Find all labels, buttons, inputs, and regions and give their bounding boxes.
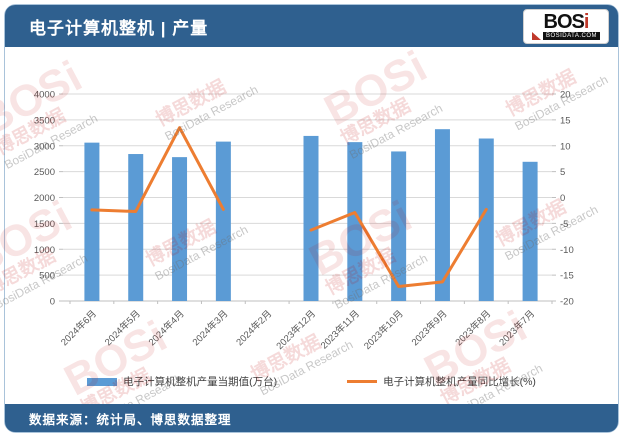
growth-line <box>90 126 225 213</box>
legend-item-bar-series: 电子计算机整机产量当期值(万台) <box>87 374 277 389</box>
x-axis-label-2023年7月: 2023年7月 <box>497 308 538 349</box>
right-axis-tick-label: 0 <box>560 193 565 204</box>
bosi-logo: BOSi BOSIDATA.COM <box>523 9 609 44</box>
footer-bar: 数据来源：统计局、博思数据整理 <box>5 404 618 432</box>
x-axis-label-2024年4月: 2024年4月 <box>146 308 187 349</box>
bar-2024年4月 <box>172 157 188 301</box>
logo-text: BOSi <box>543 11 590 33</box>
card-border <box>4 4 619 433</box>
x-axis-label-2024年2月: 2024年2月 <box>234 308 275 349</box>
logo-subtext: BOSIDATA.COM <box>542 32 601 40</box>
left-axis-tick-label: 4000 <box>34 90 55 101</box>
x-axis-label-2023年9月: 2023年9月 <box>409 308 450 349</box>
bar-2024年6月 <box>84 142 100 301</box>
bar-2023年10月 <box>391 151 407 301</box>
x-axis-label-2024年5月: 2024年5月 <box>102 308 143 349</box>
x-axis-label-2024年6月: 2024年6月 <box>58 308 99 349</box>
header-bar: 电子计算机整机 | 产量 BOSi BOSIDATA.COM <box>5 5 618 47</box>
bar-series-label: 电子计算机整机产量当期值(万台) <box>123 376 278 388</box>
legend-item-line-series: 电子计算机整机产量同比增长(%) <box>347 374 536 389</box>
left-axis-tick-label: 1000 <box>34 245 55 256</box>
logo-triangle-icon <box>531 32 541 40</box>
right-axis-tick-label: 5 <box>560 167 565 178</box>
right-axis-tick-label: -15 <box>560 271 574 282</box>
x-axis-label-2023年11月: 2023年11月 <box>318 308 362 352</box>
left-axis-tick-label: 1500 <box>34 219 55 230</box>
x-axis-label-2023年12月: 2023年12月 <box>274 308 318 352</box>
bar-2024年5月 <box>128 154 144 301</box>
bar-2023年7月 <box>522 161 538 301</box>
left-axis-tick-label: 2500 <box>34 167 55 178</box>
left-axis-tick-label: 0 <box>50 297 55 308</box>
data-source-text: 数据来源：统计局、博思数据整理 <box>29 412 232 427</box>
growth-line <box>309 207 488 289</box>
page-title: 电子计算机整机 | 产量 <box>29 18 209 38</box>
line-series-swatch <box>347 380 378 383</box>
logo-red-i: i <box>583 11 589 33</box>
x-axis-label-2024年3月: 2024年3月 <box>190 308 231 349</box>
right-axis-tick-label: -20 <box>560 297 574 308</box>
right-axis-tick-label: 20 <box>560 90 571 101</box>
right-axis-tick-label: 10 <box>560 141 571 152</box>
bar-2023年8月 <box>478 138 494 301</box>
left-axis-tick-label: 3000 <box>34 141 55 152</box>
left-axis-tick-label: 2000 <box>34 193 55 204</box>
bar-2024年3月 <box>215 141 231 301</box>
x-axis-label-2023年8月: 2023年8月 <box>453 308 494 349</box>
right-axis-tick-label: -5 <box>560 219 568 230</box>
logo-bottom-row: BOSIDATA.COM <box>531 32 601 40</box>
bar-2023年12月 <box>303 135 319 301</box>
line-series-label: 电子计算机整机产量同比增长(%) <box>383 376 536 388</box>
bar-2023年9月 <box>434 129 450 301</box>
bar-2023年11月 <box>347 142 363 301</box>
bar-series-swatch <box>87 377 118 386</box>
right-axis-tick-label: -10 <box>560 245 574 256</box>
x-axis-label-2023年10月: 2023年10月 <box>361 308 405 352</box>
right-axis-tick-label: 15 <box>560 115 571 126</box>
left-axis-tick-label: 3500 <box>34 115 55 126</box>
chart-legend: 电子计算机整机产量当期值(万台) 电子计算机整机产量同比增长(%) <box>0 374 623 389</box>
left-axis-tick-label: 500 <box>39 271 55 282</box>
